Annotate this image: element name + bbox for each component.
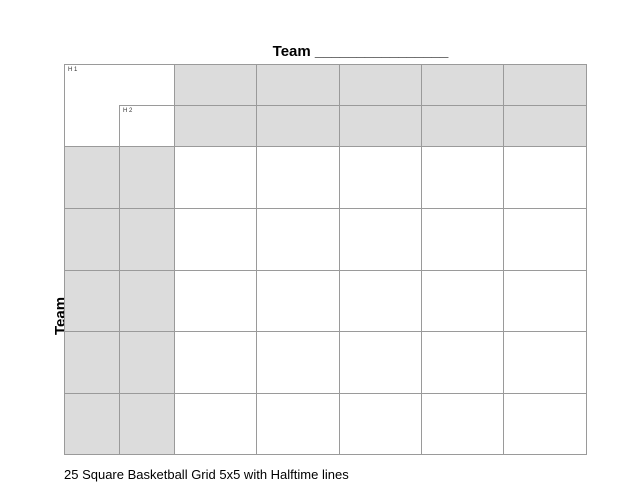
grid-square[interactable] — [174, 393, 257, 455]
row-score-cell[interactable] — [64, 146, 120, 209]
row-score-cell[interactable] — [119, 331, 175, 394]
grid-square[interactable] — [256, 208, 340, 271]
grid-square[interactable] — [503, 208, 587, 271]
grid-square[interactable] — [339, 146, 422, 209]
grid-square[interactable] — [421, 393, 504, 455]
column-score-cell[interactable] — [421, 64, 504, 106]
footer-caption: 25 Square Basketball Grid 5x5 with Halft… — [64, 467, 349, 482]
grid-square[interactable] — [339, 270, 422, 332]
grid-square[interactable] — [503, 146, 587, 209]
row-score-cell[interactable] — [64, 393, 120, 455]
column-score-cell[interactable] — [256, 64, 340, 106]
column-score-cell[interactable] — [174, 105, 257, 147]
halftime-corner-h2: H 2 — [119, 105, 175, 147]
grid-square[interactable] — [174, 208, 257, 271]
grid-square[interactable] — [339, 331, 422, 394]
row-score-cell[interactable] — [64, 270, 120, 332]
column-score-cell[interactable] — [503, 64, 587, 106]
grid-square[interactable] — [503, 393, 587, 455]
grid-square[interactable] — [421, 208, 504, 271]
grid-square[interactable] — [256, 331, 340, 394]
grid-square[interactable] — [421, 146, 504, 209]
grid-square[interactable] — [421, 331, 504, 394]
row-score-cell[interactable] — [64, 208, 120, 271]
grid-square[interactable] — [421, 270, 504, 332]
row-score-cell[interactable] — [119, 146, 175, 209]
grid-square[interactable] — [339, 393, 422, 455]
row-score-cell[interactable] — [119, 208, 175, 271]
grid-square[interactable] — [174, 146, 257, 209]
grid-square[interactable] — [339, 208, 422, 271]
grid-square[interactable] — [256, 393, 340, 455]
grid-square[interactable] — [503, 270, 587, 332]
grid-square[interactable] — [174, 270, 257, 332]
row-score-cell[interactable] — [119, 270, 175, 332]
top-team-label: Team ________________ — [272, 43, 449, 60]
column-score-cell[interactable] — [256, 105, 340, 147]
grid-square[interactable] — [174, 331, 257, 394]
grid-square[interactable] — [503, 331, 587, 394]
column-score-cell[interactable] — [503, 105, 587, 147]
column-score-cell[interactable] — [174, 64, 257, 106]
row-score-cell[interactable] — [119, 393, 175, 455]
grid-square[interactable] — [256, 270, 340, 332]
grid-square[interactable] — [256, 146, 340, 209]
column-score-cell[interactable] — [339, 105, 422, 147]
column-score-cell[interactable] — [421, 105, 504, 147]
row-score-cell[interactable] — [64, 331, 120, 394]
h1-label: H 1 — [68, 67, 78, 73]
h2-label: H 2 — [123, 108, 133, 114]
column-score-cell[interactable] — [339, 64, 422, 106]
